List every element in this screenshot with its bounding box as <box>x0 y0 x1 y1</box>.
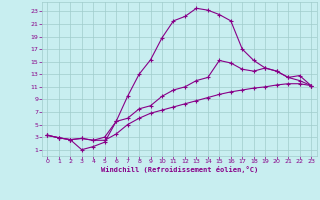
X-axis label: Windchill (Refroidissement éolien,°C): Windchill (Refroidissement éolien,°C) <box>100 166 258 173</box>
